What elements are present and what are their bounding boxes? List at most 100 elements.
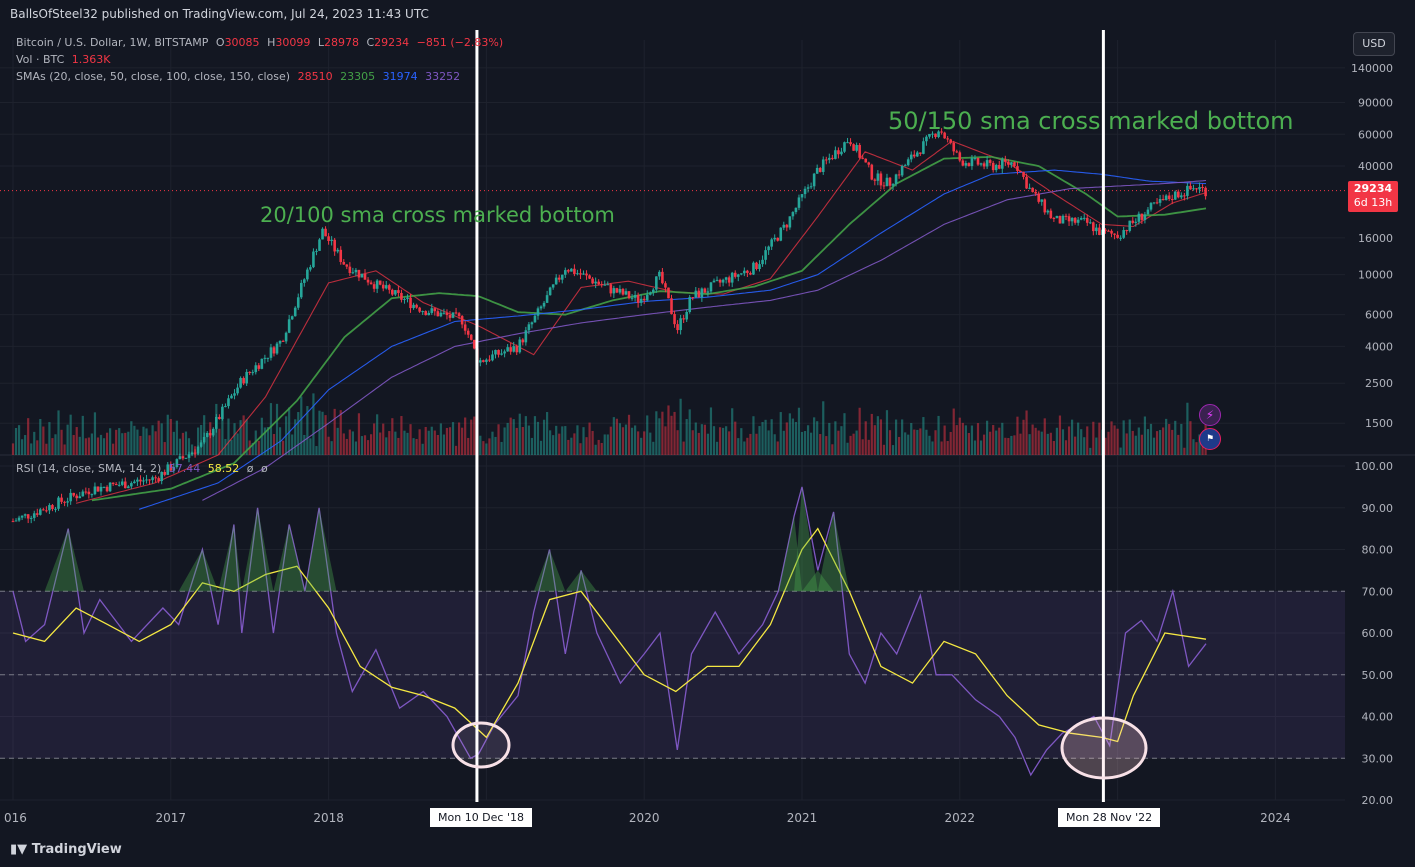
volume-bar (670, 415, 673, 455)
candle-body (539, 306, 543, 309)
volume-bar (388, 431, 391, 455)
volume-bar (1004, 437, 1007, 455)
volume-bar (715, 441, 719, 455)
candle-body (533, 315, 537, 323)
currency-button[interactable]: USD (1353, 32, 1395, 56)
volume-bar (439, 423, 442, 455)
candle-body (369, 282, 373, 285)
volume-bar (709, 407, 713, 455)
volume-bar (1110, 421, 1113, 455)
candle-body (208, 432, 212, 436)
volume-bar (831, 444, 834, 455)
candle-body (303, 279, 306, 283)
volume-bar (497, 424, 500, 455)
volume-bar (421, 443, 424, 455)
chart-area[interactable]: 140000 90000 60000 40000 16000 10000 6000 4000 2… (0, 30, 1415, 837)
date-marker-2018: Mon 10 Dec '18 (430, 808, 532, 827)
volume-bar (494, 436, 497, 455)
candle-body (1170, 199, 1174, 201)
volume-bar (691, 430, 694, 455)
candle-body (1204, 187, 1207, 197)
candle-body (1146, 209, 1150, 215)
candle-body (460, 316, 464, 325)
volume-bar (633, 425, 637, 455)
candle-body (1034, 191, 1037, 194)
volume-bar (697, 432, 700, 455)
volume-bar (178, 438, 182, 455)
candle-body (299, 282, 303, 298)
volume-bar (1137, 427, 1140, 455)
candle-body (224, 406, 227, 408)
candle-body (949, 139, 952, 143)
volume-bar (655, 411, 658, 455)
volume-bar (882, 444, 886, 455)
candle-body (1125, 230, 1129, 232)
volume-bar (148, 435, 151, 455)
highlight-ellipse-2022 (1060, 716, 1148, 780)
volume-bar (11, 443, 15, 455)
volume-bar (473, 416, 476, 455)
rsi-overbought-fill (794, 486, 818, 592)
volume-bar (612, 417, 615, 455)
candle-body (958, 152, 962, 161)
candle-body (72, 492, 75, 496)
volume-bar (873, 425, 876, 455)
rsi-lines (12, 486, 1207, 777)
candle-body (330, 239, 333, 241)
candle-body (730, 272, 734, 283)
rsi-tick-label: 40.00 (1362, 711, 1394, 724)
candle-body (964, 163, 968, 166)
volume-bar (643, 431, 646, 455)
volume-bar (858, 407, 861, 455)
volume-bar (363, 435, 367, 455)
candle-body (321, 228, 324, 240)
volume-bar (187, 438, 191, 455)
candle-body (1152, 202, 1156, 204)
candle-body (375, 280, 379, 289)
volume-bar (63, 444, 66, 455)
legend-change: −851 (−2.83%) (416, 36, 504, 49)
grid (0, 40, 1415, 801)
volume-bar (712, 426, 716, 455)
tradingview-brand[interactable]: ▮▼ TradingView (10, 842, 122, 857)
candle-body (57, 497, 60, 509)
us-flag-icon[interactable]: ⚑ (1199, 428, 1221, 450)
volume-bar (163, 442, 166, 455)
volume-bar (1168, 424, 1171, 455)
candle-body (366, 279, 370, 283)
volume-bar (1201, 445, 1204, 455)
legend-vol-value: 1.363K (71, 53, 111, 66)
candle-body (315, 250, 318, 252)
volume-bar (42, 426, 45, 455)
volume-bar (603, 434, 606, 455)
volume-bar (464, 417, 467, 455)
rsi-overbought-fill (802, 570, 834, 592)
volume-bar (109, 428, 112, 455)
candle-body (618, 288, 622, 293)
volume-bar (1113, 425, 1116, 455)
volume-bar (39, 419, 42, 455)
volume-bar (17, 425, 21, 455)
tradingview-brand-text: TradingView (31, 842, 122, 857)
candle-body (700, 288, 704, 298)
legend-close: C29234 (366, 36, 410, 49)
candle-body (193, 452, 197, 454)
volume-bar (297, 412, 300, 455)
volume-bar (221, 410, 224, 455)
candle-body (400, 292, 403, 300)
candle-body (378, 280, 382, 285)
candle-body (903, 165, 907, 167)
candle-body (973, 158, 977, 160)
volume-bar (1092, 421, 1095, 455)
candle-body (415, 304, 418, 308)
candle-body (1122, 230, 1125, 238)
lightning-icon[interactable]: ⚡ (1199, 404, 1221, 426)
candle-body (1131, 220, 1135, 223)
volume-bar (245, 419, 248, 455)
volume-bar (770, 419, 773, 455)
candle-body (269, 347, 273, 358)
candle-body (849, 142, 852, 145)
candle-body (946, 138, 949, 140)
volume-bar (105, 432, 109, 455)
candle-body (624, 291, 628, 295)
